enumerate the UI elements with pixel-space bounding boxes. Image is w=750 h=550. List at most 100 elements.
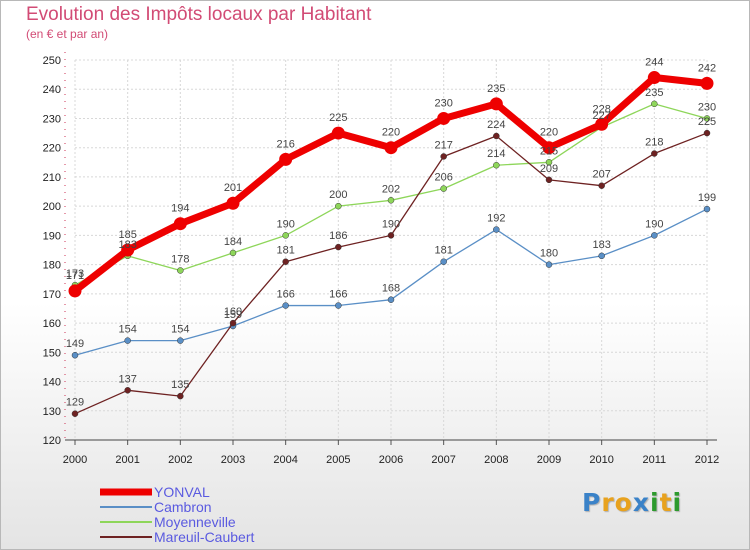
data-label-moyenneville: 190	[276, 218, 294, 230]
data-label-mareuil-caubert: 224	[487, 119, 505, 131]
logo-letter: t	[659, 488, 673, 517]
data-label-yonval: 228	[592, 103, 610, 115]
data-label-cambron: 181	[434, 245, 452, 257]
point-mareuil-caubert	[387, 232, 395, 239]
data-label-yonval: 171	[66, 270, 84, 282]
point-moyenneville	[387, 197, 395, 204]
y-tick-label: 180	[43, 260, 61, 272]
data-label-yonval: 242	[698, 62, 716, 74]
data-label-cambron: 168	[382, 283, 400, 295]
data-label-mareuil-caubert: 225	[698, 116, 716, 128]
data-label-moyenneville: 206	[434, 172, 452, 184]
data-label-yonval: 185	[118, 229, 136, 241]
data-label-yonval: 244	[645, 57, 663, 69]
legend-label-cambron: Cambron	[154, 499, 212, 515]
point-yonval	[437, 111, 451, 125]
point-cambron	[703, 205, 711, 213]
point-moyenneville	[440, 185, 447, 192]
data-labels: 149 154 154 159 166 166 168 181 192 180 183 190 199 1…	[66, 57, 716, 409]
point-moyenneville	[703, 115, 711, 122]
point-yonval	[542, 141, 556, 155]
point-moyenneville	[177, 267, 184, 274]
data-label-yonval: 235	[487, 83, 505, 95]
logo-letter: o	[614, 488, 633, 517]
data-label-moyenneville: 183	[118, 239, 136, 251]
logo-letter: r	[601, 488, 615, 517]
point-moyenneville	[229, 249, 237, 257]
data-label-mareuil-caubert: 190	[382, 218, 400, 230]
x-tick-label: 2002	[168, 454, 192, 466]
proxiti-logo: Proxiti	[582, 488, 682, 517]
axes: 120 130 140 150 160 170 180 190 200 210 220 230 240 2…	[43, 52, 719, 466]
data-label-mareuil-caubert: 135	[171, 379, 189, 391]
y-tick-label: 170	[43, 289, 61, 301]
logo-letter: i	[650, 488, 660, 517]
data-label-yonval: 201	[224, 182, 242, 194]
chart-subtitle: (en € et par an)	[26, 27, 109, 41]
x-tick-label: 2000	[63, 454, 87, 466]
point-cambron	[598, 252, 605, 260]
point-moyenneville	[493, 161, 500, 169]
data-label-yonval: 220	[540, 127, 558, 139]
data-label-moyenneville: 200	[329, 189, 347, 201]
point-yonval	[384, 141, 398, 155]
point-yonval	[279, 152, 293, 166]
y-tick-label: 240	[43, 84, 61, 96]
logo-letter: P	[582, 488, 602, 517]
point-moyenneville	[651, 100, 658, 108]
data-label-moyenneville: 178	[171, 253, 189, 265]
y-tick-label: 150	[43, 347, 61, 359]
point-yonval	[647, 71, 661, 85]
data-label-mareuil-caubert: 218	[645, 137, 663, 149]
x-tick-label: 2012	[695, 454, 719, 466]
legend-label-moyenneville: Moyenneville	[154, 514, 236, 530]
point-mareuil-caubert	[651, 150, 658, 157]
data-label-yonval: 216	[276, 138, 294, 150]
point-mareuil-caubert	[493, 132, 500, 140]
x-tick-label: 2009	[537, 454, 561, 466]
data-label-moyenneville: 215	[540, 145, 558, 157]
data-label-cambron: 183	[592, 239, 610, 251]
point-yonval	[68, 284, 82, 298]
y-tick-label: 220	[43, 143, 61, 155]
point-yonval	[173, 217, 187, 231]
data-label-cambron: 159	[224, 309, 242, 321]
y-tick-label: 190	[43, 230, 61, 242]
data-label-mareuil-caubert: 209	[540, 163, 558, 175]
point-mareuil-caubert	[71, 410, 79, 417]
point-moyenneville	[335, 202, 342, 210]
x-tick-label: 2005	[326, 454, 350, 466]
y-tick-label: 120	[43, 435, 61, 447]
point-cambron	[335, 302, 342, 309]
chart-title: Evolution des Impôts locaux par Habitant	[26, 4, 372, 25]
data-label-moyenneville: 214	[487, 148, 505, 160]
point-cambron	[493, 226, 500, 233]
data-label-mareuil-caubert: 160	[224, 306, 242, 318]
data-label-cambron: 180	[540, 248, 558, 260]
legend-label-yonval: YONVAL	[154, 484, 210, 500]
y-tick-label: 230	[43, 113, 61, 125]
point-moyenneville	[282, 232, 289, 239]
point-cambron	[124, 337, 131, 344]
grid	[74, 59, 708, 441]
point-mareuil-caubert	[703, 129, 711, 137]
data-label-mareuil-caubert: 129	[66, 397, 84, 409]
legend-label-mareuil-caubert: Mareuil-Caubert	[154, 529, 254, 545]
x-tick-label: 2004	[273, 454, 297, 466]
y-tick-label: 130	[43, 406, 61, 418]
data-label-mareuil-caubert: 137	[118, 373, 136, 385]
point-moyenneville	[545, 159, 553, 166]
point-yonval	[700, 76, 714, 90]
point-yonval	[226, 196, 240, 210]
x-tick-label: 2011	[643, 454, 667, 466]
x-tick-label: 2001	[115, 454, 139, 466]
data-label-yonval: 225	[329, 112, 347, 124]
x-tick-label: 2010	[589, 454, 613, 466]
point-mareuil-caubert	[282, 258, 289, 265]
data-label-moyenneville: 202	[382, 183, 400, 195]
point-yonval	[489, 97, 503, 111]
point-mareuil-caubert	[545, 176, 553, 184]
data-label-moyenneville: 230	[698, 101, 716, 113]
